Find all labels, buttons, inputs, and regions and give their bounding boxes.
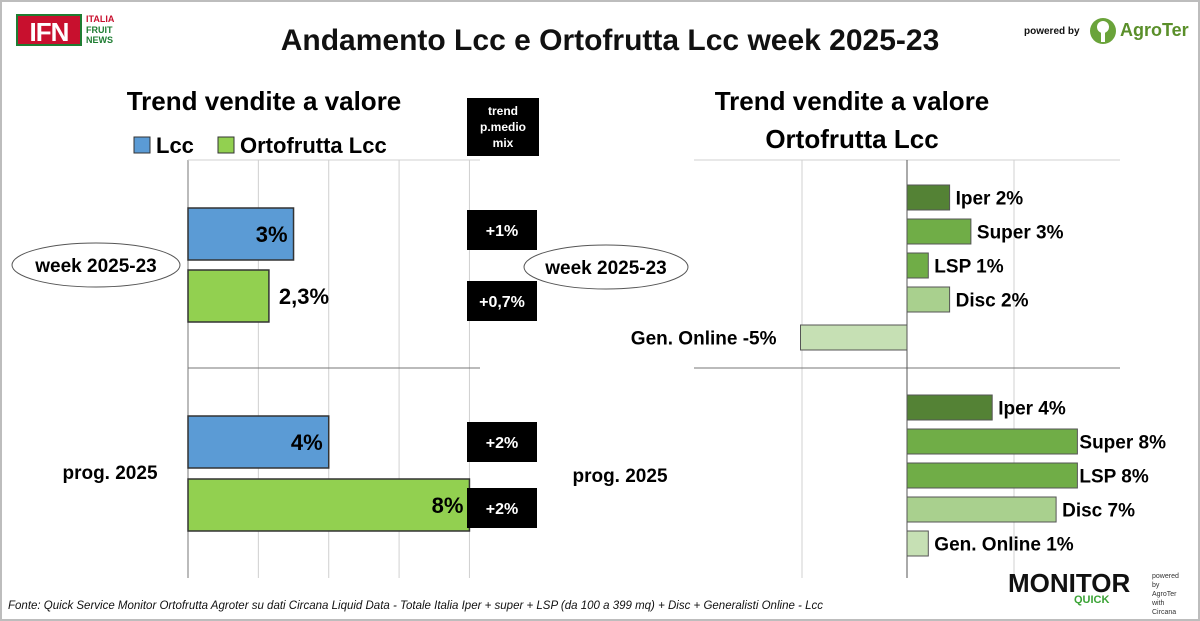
ifn-logo: IFN ITALIA FRUIT NEWS [16, 14, 136, 48]
left-category-label: week 2025-23 [34, 256, 157, 277]
right-category-label: week 2025-23 [544, 258, 667, 279]
right-bar-super [906, 218, 972, 245]
side-panel-title-line: mix [493, 136, 514, 150]
legend-label: Ortofrutta Lcc [240, 133, 387, 158]
category-ellipse [11, 242, 181, 288]
pmedio-badge-value: +0,7% [479, 294, 525, 311]
ifn-word-3: NEWS [86, 35, 113, 45]
monitor-quick-word: QUICK [1074, 594, 1110, 606]
pmedio-badge-value: +1% [486, 223, 518, 240]
right-chart-subtitle: Ortofrutta Lcc [765, 124, 938, 154]
right-bar-disc [906, 286, 951, 313]
right-bar-label: LSP 1% [934, 257, 1003, 278]
left-bar-lcc [187, 415, 330, 469]
ifn-word-2: FRUIT [86, 24, 113, 35]
legend-swatch-lcc [133, 136, 151, 154]
right-bar-label: LSP 8% [1079, 467, 1148, 488]
left-category-label: prog. 2025 [62, 463, 157, 484]
right-bar-gen-online [906, 530, 929, 557]
right-chart-title: Trend vendite a valore [715, 86, 990, 116]
right-bar-disc [906, 496, 1057, 523]
left-bar-label: 2,3% [279, 284, 329, 309]
right-bar-label: Disc 7% [1062, 501, 1135, 522]
monitor-side-4: Circana [1152, 609, 1177, 616]
ifn-logo-words: ITALIA FRUIT NEWS [86, 14, 114, 46]
right-bar-label: Iper 2% [956, 189, 1024, 210]
monitor-quick-logo: MONITOR QUICK powered by AgroTer with Ci… [1008, 568, 1188, 616]
legend-label: Lcc [156, 133, 194, 158]
left-bar-lcc [187, 207, 295, 261]
right-bar-iper [906, 184, 951, 211]
pmedio-badge-value: +2% [486, 435, 518, 452]
left-chart-title: Trend vendite a valore [127, 86, 402, 116]
page-title: Andamento Lcc e Ortofrutta Lcc week 2025… [280, 24, 940, 57]
left-bar-ortofrutta [187, 269, 270, 323]
category-ellipse [523, 244, 689, 290]
pmedio-badge [467, 488, 537, 528]
monitor-side-2: AgroTer [1152, 591, 1177, 598]
left-bar-label: 3% [256, 222, 288, 247]
right-bar-lsp [906, 462, 1078, 489]
monitor-side-1: powered by [1152, 573, 1179, 589]
monitor-word: MONITOR [1008, 568, 1131, 598]
agroter-logo: AgroTer [1088, 14, 1189, 48]
monitor-side-3: with [1152, 600, 1165, 607]
right-category-label: prog. 2025 [572, 466, 667, 487]
right-bar-label: Disc 2% [956, 291, 1029, 312]
pmedio-badge [467, 281, 537, 321]
left-bar-ortofrutta [187, 478, 471, 532]
side-panel-title-line: trend [488, 104, 518, 118]
right-bar-label: Gen. Online -5% [631, 329, 777, 350]
right-bar-super [906, 428, 1078, 455]
pmedio-badge-value: +2% [486, 501, 518, 518]
right-bar-iper [906, 394, 993, 421]
right-bar-lsp [906, 252, 929, 279]
legend-swatch-ortofrutta [217, 136, 235, 154]
pmedio-badge [467, 422, 537, 462]
right-bar-gen-online [800, 324, 908, 351]
ifn-word-1: ITALIA [86, 14, 115, 24]
source-footnote: Fonte: Quick Service Monitor Ortofrutta … [8, 600, 823, 612]
left-bar-label: 8% [432, 493, 464, 518]
side-panel-title-line: p.medio [480, 120, 526, 134]
right-bar-label: Super 8% [1079, 433, 1166, 454]
side-panel-header [467, 98, 539, 156]
ifn-logo-mark: IFN [16, 14, 82, 47]
agroter-word: AgroTer [1120, 20, 1189, 40]
right-bar-label: Iper 4% [998, 399, 1066, 420]
right-bar-label: Gen. Online 1% [934, 535, 1073, 556]
pmedio-badge [467, 210, 537, 250]
monitor-partner-text: powered by AgroTer with Circana [1152, 572, 1188, 617]
powered-by-label: powered by [1024, 26, 1080, 37]
tree-icon [1090, 18, 1116, 44]
right-bar-label: Super 3% [977, 223, 1064, 244]
left-bar-label: 4% [291, 430, 323, 455]
